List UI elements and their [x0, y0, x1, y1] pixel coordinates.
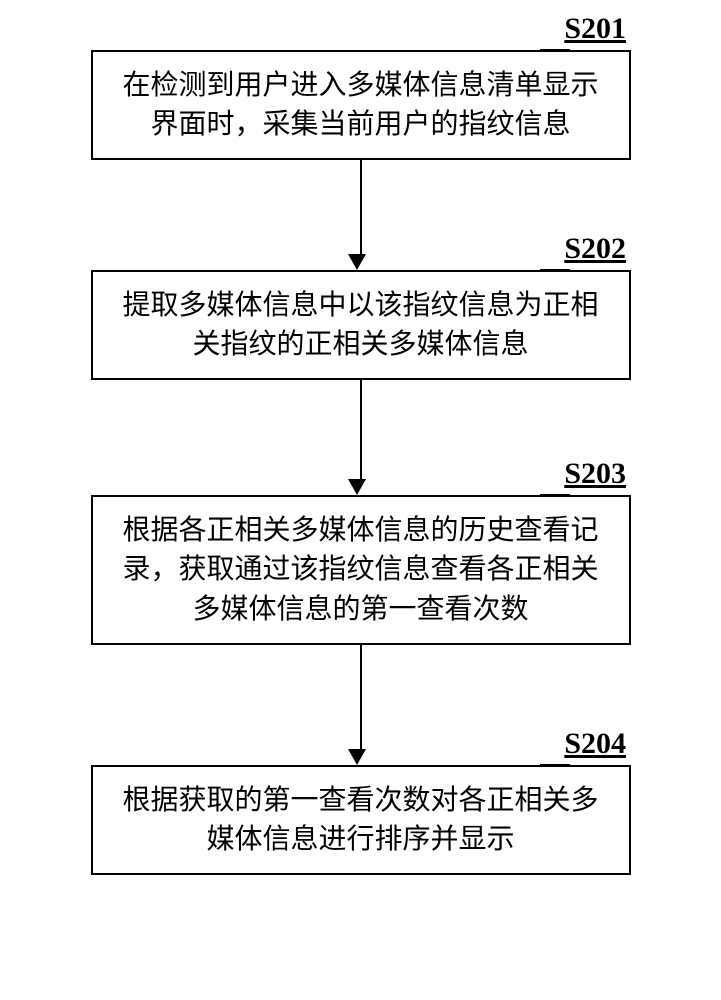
step-text: 提取多媒体信息中以该指纹信息为正相关指纹的正相关多媒体信息 [113, 286, 609, 364]
step-box-s202: 提取多媒体信息中以该指纹信息为正相关指纹的正相关多媒体信息 [91, 270, 631, 380]
arrow [356, 160, 366, 270]
step-box-s203: 根据各正相关多媒体信息的历史查看记录，获取通过该指纹信息查看各正相关多媒体信息的… [91, 495, 631, 645]
step-box-s201: 在检测到用户进入多媒体信息清单显示界面时，采集当前用户的指纹信息 [91, 50, 631, 160]
step-id: S202 [564, 232, 626, 265]
arrow-head [348, 479, 366, 495]
step-id: S201 [564, 12, 626, 45]
arrow-line [360, 380, 362, 479]
step-label-s201: S201 [564, 12, 626, 46]
arrow-line [360, 160, 362, 254]
step-text: 在检测到用户进入多媒体信息清单显示界面时，采集当前用户的指纹信息 [113, 66, 609, 144]
arrow-head [348, 254, 366, 270]
arrow-head [348, 749, 366, 765]
step-label-s204: S204 [564, 727, 626, 761]
step-label-s203: S203 [564, 457, 626, 491]
step-id: S203 [564, 457, 626, 490]
arrow [356, 645, 366, 765]
arrow-line [360, 645, 362, 749]
step-text: 根据获取的第一查看次数对各正相关多媒体信息进行排序并显示 [113, 781, 609, 859]
step-id: S204 [564, 727, 626, 760]
arrow [356, 380, 366, 495]
step-text: 根据各正相关多媒体信息的历史查看记录，获取通过该指纹信息查看各正相关多媒体信息的… [113, 511, 609, 629]
step-box-s204: 根据获取的第一查看次数对各正相关多媒体信息进行排序并显示 [91, 765, 631, 875]
flowchart-container: S201 在检测到用户进入多媒体信息清单显示界面时，采集当前用户的指纹信息 S2… [0, 0, 721, 1000]
step-label-s202: S202 [564, 232, 626, 266]
